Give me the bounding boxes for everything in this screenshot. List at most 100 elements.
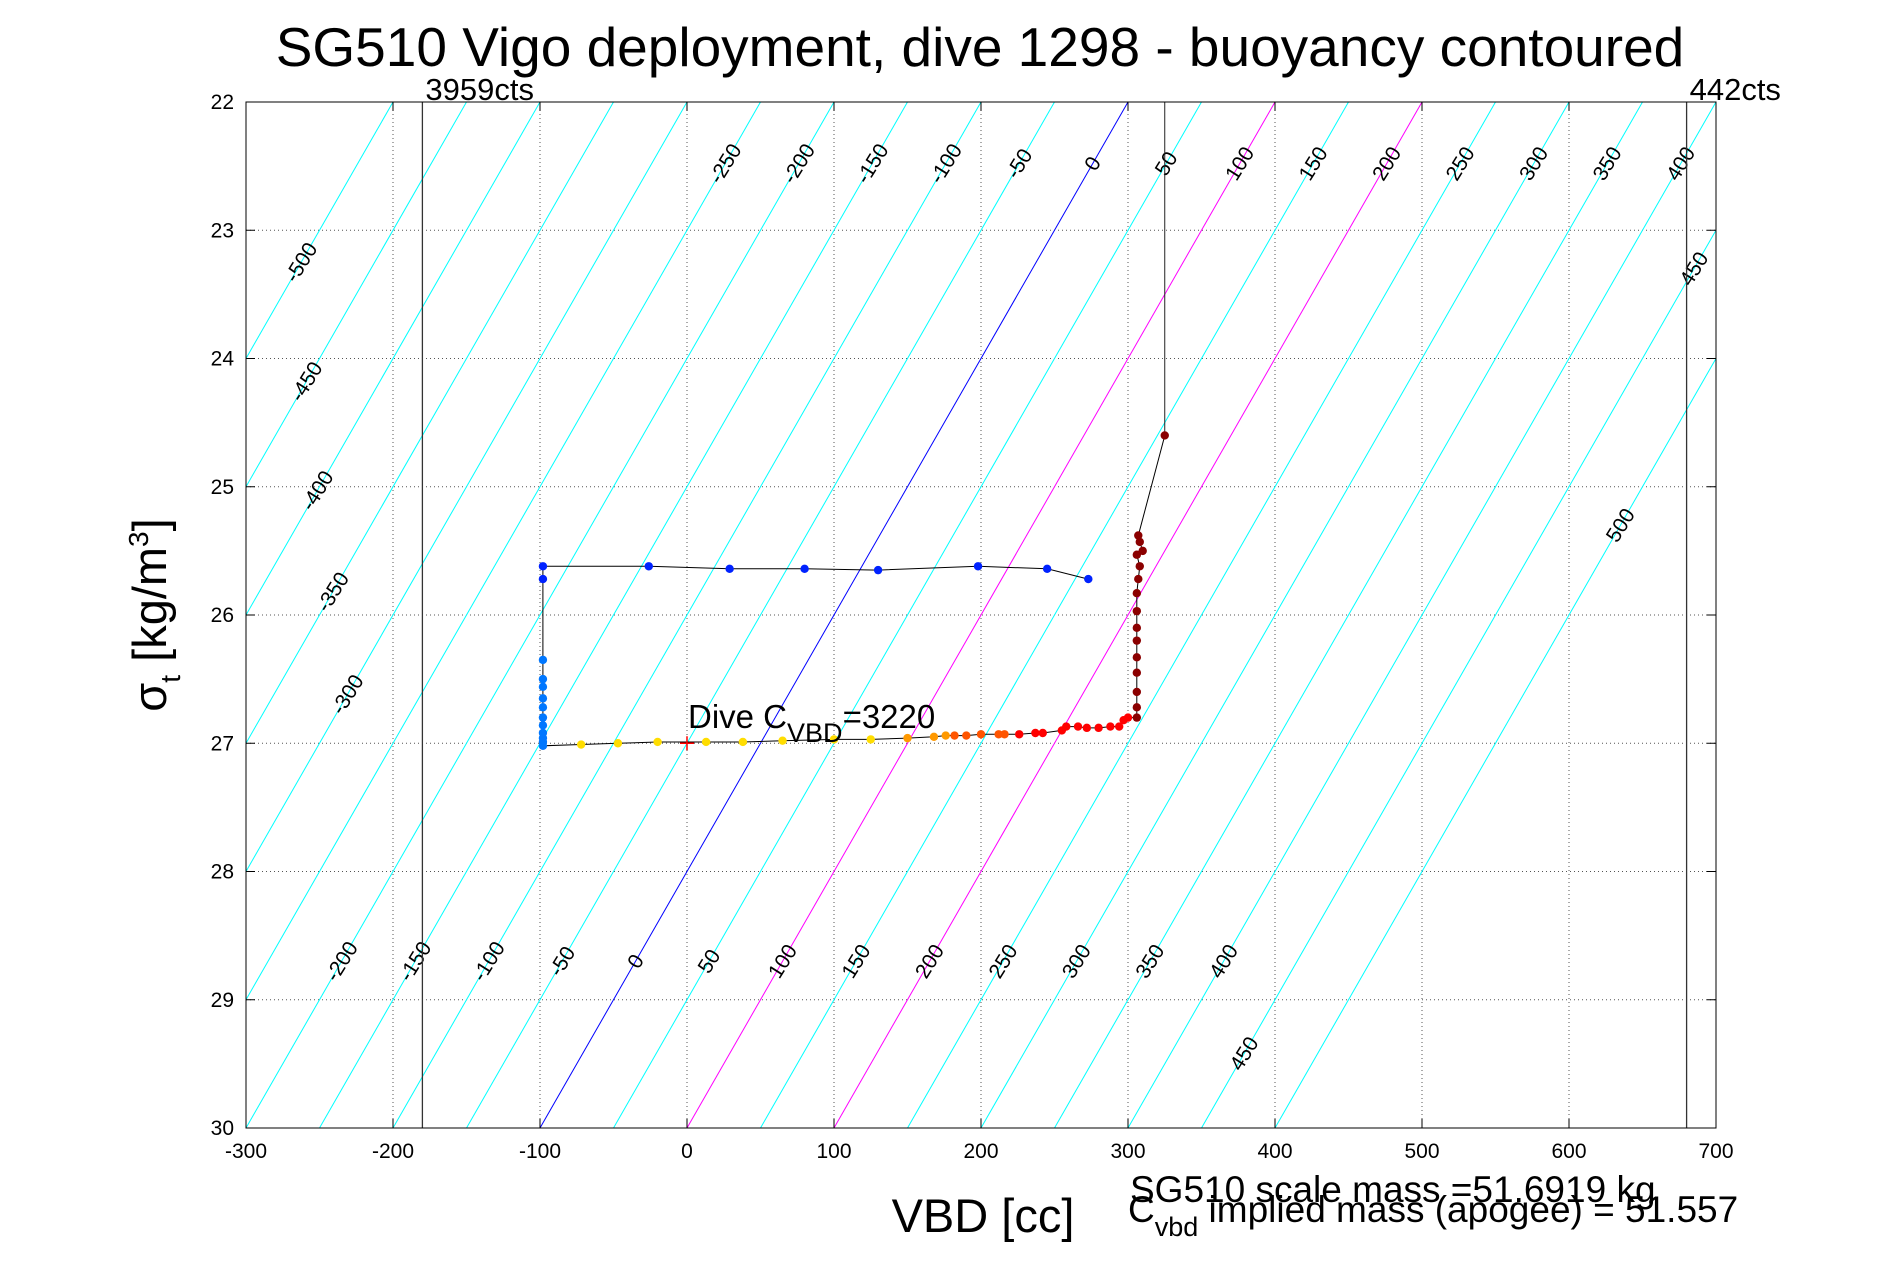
- contour-line: [246, 102, 541, 617]
- chart-title: SG510 Vigo deployment, dive 1298 - buoya…: [276, 16, 1685, 78]
- dive-data-point: [973, 562, 983, 571]
- y-tick-label: 28: [211, 861, 234, 884]
- contour-label-bottom: -100: [468, 938, 510, 986]
- y-axis-label: σt [kg/m3]: [123, 518, 186, 711]
- contour-line: [246, 102, 761, 1001]
- contour-label-top: 100: [1221, 143, 1259, 185]
- contour-label-bottom: 450: [1225, 1033, 1263, 1075]
- contour-line: [833, 102, 1423, 1128]
- dive-data-point: [576, 740, 586, 749]
- dive-data-point: [929, 732, 939, 742]
- dive-data-point: [653, 737, 662, 747]
- dive-data-point: [800, 564, 809, 574]
- contour-label-top: -450: [286, 358, 328, 406]
- dive-data-point: [538, 721, 548, 730]
- contour-label-top: 350: [1589, 143, 1627, 185]
- contour-line: [1127, 102, 1716, 1128]
- contour-label-top: -500: [281, 239, 323, 287]
- contour-label-bottom: 0: [623, 951, 649, 973]
- dive-data-point: [1132, 623, 1142, 633]
- y-tick-label: 23: [211, 219, 234, 242]
- x-tick-label: 200: [963, 1140, 998, 1163]
- y-label-units: [kg/m: [123, 547, 176, 675]
- contour-label-bottom: 350: [1131, 941, 1169, 983]
- y-tick-label: 25: [211, 476, 234, 499]
- x-tick-label: -300: [225, 1140, 267, 1163]
- contour-label-bottom: 300: [1058, 941, 1096, 983]
- contour-line: [466, 102, 1055, 1128]
- contour-label-bottom: 250: [984, 941, 1022, 983]
- dive-data-point: [903, 733, 912, 743]
- contour-label-top: 400: [1662, 143, 1700, 185]
- contour-label-top: 50: [1151, 148, 1183, 180]
- buoyancy-contours: [246, 102, 1716, 1128]
- dive-data-point: [538, 562, 548, 571]
- y-tick-label: 22: [211, 91, 234, 114]
- dive-cvbd-label: Dive CVBD=3220: [688, 698, 935, 748]
- footer-scale-mass: SG510 scale mass =51.6919 kg: [1130, 1169, 1656, 1210]
- vbd-limit-label: 442cts: [1690, 72, 1781, 107]
- y-label-end: ]: [123, 518, 176, 531]
- contour-line: [1274, 357, 1716, 1128]
- y-tick-label: 30: [211, 1117, 234, 1140]
- contour-line: [319, 102, 908, 1128]
- dive-data-point: [538, 713, 548, 722]
- y-label-sigma: σ: [123, 683, 176, 712]
- dive-data-point: [738, 737, 748, 747]
- contour-label-top: 450: [1675, 248, 1713, 290]
- dive-data-point: [1135, 562, 1144, 571]
- x-tick-label: 100: [816, 1140, 851, 1163]
- footer-c: C: [1128, 1189, 1155, 1230]
- contour-line: [246, 102, 394, 360]
- contour-label-bottom: 200: [911, 941, 949, 983]
- contour-line: [246, 102, 688, 873]
- contour-line: [246, 102, 467, 488]
- x-tick-label: 500: [1404, 1140, 1439, 1163]
- footer-implied-rest: implied mass (apogee) = 51.557: [1198, 1189, 1738, 1230]
- y-tick-label: 24: [211, 348, 235, 371]
- y-label-sup: 3: [123, 531, 154, 547]
- contour-label-top: 500: [1602, 505, 1640, 547]
- dive-data-point: [1106, 722, 1115, 731]
- contour-label-top: -150: [852, 140, 894, 188]
- x-tick-label: 0: [681, 1140, 693, 1163]
- contour-line: [539, 102, 1129, 1128]
- dive-data-point: [725, 564, 734, 574]
- x-tick-label: -100: [519, 1140, 561, 1163]
- contour-label-bottom: 50: [694, 946, 726, 978]
- contour-label-bottom: -200: [321, 938, 363, 986]
- x-tick-label: 300: [1110, 1140, 1145, 1163]
- dive-data-point: [1160, 431, 1169, 440]
- dive-cvbd-prefix: Dive C: [688, 698, 787, 735]
- dive-data-point: [1000, 730, 1009, 739]
- contour-label-bottom: -150: [395, 938, 437, 986]
- x-tick-label: 700: [1698, 1140, 1733, 1163]
- contour-label-top: 200: [1368, 143, 1406, 185]
- dive-data-point: [950, 731, 959, 740]
- contour-label-top: -200: [778, 140, 820, 188]
- dive-data-point: [778, 736, 787, 745]
- vbd-limit-lines: 3959cts 442cts: [421, 72, 1781, 1128]
- dive-data-point: [644, 562, 653, 571]
- x-tick-label: 600: [1551, 1140, 1586, 1163]
- contour-label-bottom: 150: [837, 941, 875, 983]
- dive-data-point: [538, 682, 548, 692]
- dive-data-point: [941, 731, 950, 740]
- dive-data-point: [1057, 726, 1067, 735]
- dive-data-point: [613, 739, 623, 748]
- contour-line: [1201, 229, 1716, 1128]
- contour-line: [907, 102, 1496, 1128]
- dive-cvbd-sub: VBD: [787, 718, 843, 748]
- dive-data-point: [1038, 728, 1047, 738]
- x-tick-label: -200: [372, 1140, 414, 1163]
- contour-label-top: 300: [1515, 143, 1553, 185]
- y-tick-label: 29: [211, 989, 234, 1012]
- dive-data-point: [1119, 715, 1128, 725]
- contour-line: [980, 102, 1570, 1128]
- dive-data-point: [1082, 723, 1092, 733]
- dive-data-point: [1015, 730, 1024, 739]
- dive-data-point: [976, 730, 986, 739]
- contour-label-top: 150: [1295, 143, 1333, 185]
- dive-data-point: [1134, 531, 1143, 540]
